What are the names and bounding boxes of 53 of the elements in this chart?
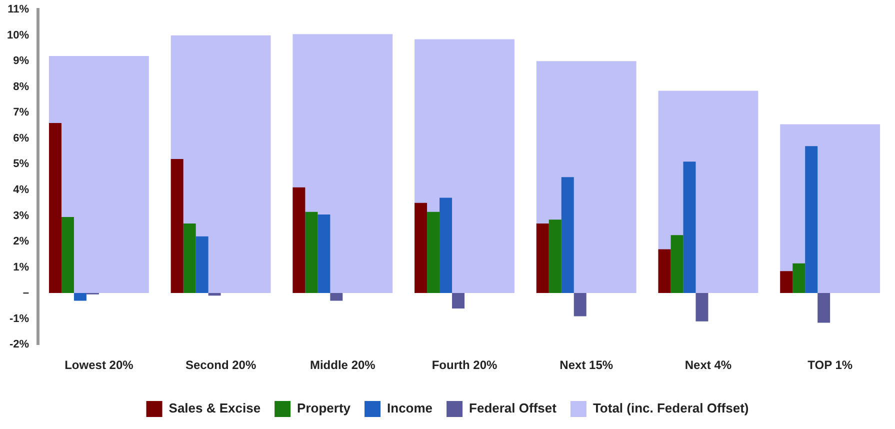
bar [452,293,465,309]
y-tick-label: -2% [9,338,30,351]
bar [440,198,452,294]
x-tick-label: Fourth 20% [432,358,498,372]
y-tick-label: 9% [13,55,30,68]
y-tick-label: 7% [13,106,30,119]
bar [330,293,343,301]
legend-label: Property [297,400,352,416]
legend-label: Income [387,400,433,416]
y-tick-label: 10% [6,29,30,42]
y-tick-label: 8% [13,80,30,93]
bar [670,235,684,294]
y-tick-label: 5% [13,158,30,170]
bar [548,220,562,294]
x-tick-label: Lowest 20% [64,358,134,372]
x-tick-label: Second 20% [185,358,256,372]
bar [292,187,306,294]
bar [48,122,62,294]
y-tick-label: 6% [13,132,30,144]
y-tick-label: 1% [13,261,30,274]
bar [196,236,208,294]
y-tick-label: 2% [13,236,30,248]
x-tick-label: Next 15% [560,358,614,372]
legend-label: Total (inc. Federal Offset) [592,400,749,416]
bar [427,212,440,294]
x-tick-label: Next 4% [684,358,732,372]
bar [414,202,428,294]
bar [792,263,806,294]
y-tick-label: 4% [13,184,30,196]
bar [61,217,74,294]
bar [208,293,221,296]
legend-label: Sales & Excise [168,400,261,416]
bar [818,293,830,323]
x-tick-label: Middle 20% [310,358,376,372]
bar [561,177,574,294]
y-tick-label: -1% [9,312,30,325]
bar [183,223,196,294]
bar [683,162,696,294]
bar [536,223,549,294]
bar [305,212,318,294]
x-tick-label: TOP 1% [808,358,853,372]
y-tick-label: – [22,287,30,300]
bar [780,271,793,294]
bar [658,249,671,294]
y-tick-label: 11% [8,4,30,16]
bar [805,146,818,294]
bar [696,293,708,322]
bar [318,214,330,294]
bar [574,293,586,316]
y-tick-label: 3% [13,210,30,222]
bar [170,159,184,294]
bar [74,293,86,301]
legend-label: Federal Offset [469,400,558,416]
